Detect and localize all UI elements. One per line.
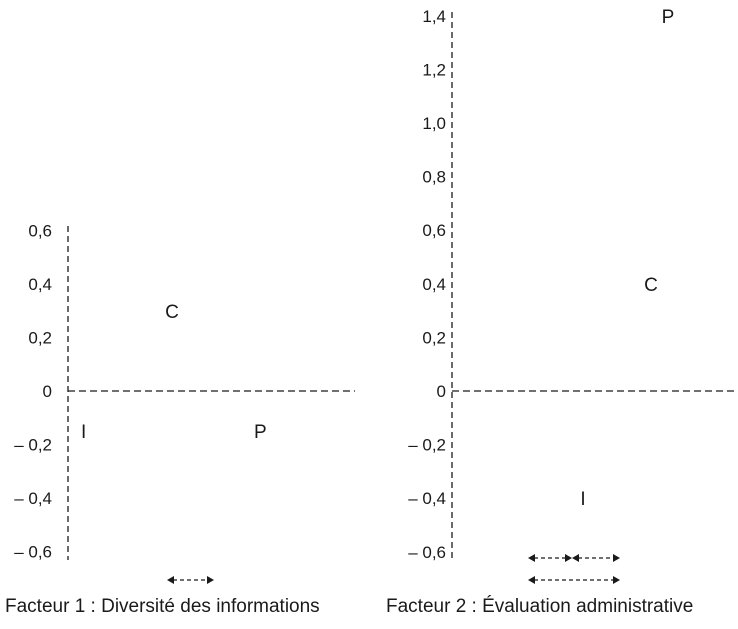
y-tick-label: 0,2	[28, 329, 52, 348]
y-tick-label: – 0,4	[408, 489, 446, 508]
x-axis-label: Facteur 2 : Évaluation administrative	[386, 596, 693, 617]
y-tick-label: 0,4	[422, 275, 446, 294]
arrow-left-icon	[528, 554, 535, 562]
arrow-right-icon	[613, 554, 620, 562]
data-point-c: C	[165, 302, 179, 323]
y-tick-label: 0,6	[28, 222, 52, 241]
y-tick-label: 1,4	[422, 7, 446, 26]
y-tick-label: 0,4	[28, 275, 52, 294]
y-tick-label: 0,8	[422, 168, 446, 187]
y-tick-label: – 0,2	[408, 436, 446, 455]
x-axis-label: Facteur 1 : Diversité des informations	[5, 596, 320, 617]
y-tick-label: 0,2	[422, 328, 446, 347]
y-tick-label: – 0,6	[408, 543, 446, 562]
data-point-p: P	[254, 422, 267, 443]
arrow-left-icon	[167, 576, 174, 584]
panel-factor-1: 0,6 0,4 0,2 0 – 0,2 – 0,4 – 0,6 C I P Facteur 1 : …	[5, 222, 355, 617]
arrow-left-icon	[528, 576, 535, 584]
data-point-i: I	[81, 422, 86, 443]
data-point-p: P	[662, 7, 675, 28]
arrow-right-icon	[613, 576, 620, 584]
y-tick-label: – 0,6	[14, 543, 52, 562]
y-tick-label: 1,2	[422, 60, 446, 79]
arrow-left-icon	[572, 554, 579, 562]
y-tick-label: 0,6	[422, 221, 446, 240]
y-tick-label: 0	[43, 382, 52, 401]
y-tick-label: 1,0	[422, 114, 446, 133]
data-point-i: I	[580, 489, 585, 510]
y-tick-label: – 0,2	[14, 436, 52, 455]
panel-factor-2: 1,4 1,2 1,0 0,8 0,6 0,4 0,2 0 – 0,2 – 0,4 – 0,6 P C I…	[386, 7, 738, 617]
significance-bar	[528, 576, 620, 584]
y-tick-label: 0	[437, 382, 446, 401]
data-point-c: C	[644, 275, 658, 296]
significance-bar	[528, 554, 572, 562]
significance-bar	[167, 576, 214, 584]
arrow-right-icon	[207, 576, 214, 584]
y-tick-label: – 0,4	[14, 489, 52, 508]
significance-bar	[572, 554, 620, 562]
arrow-right-icon	[565, 554, 572, 562]
